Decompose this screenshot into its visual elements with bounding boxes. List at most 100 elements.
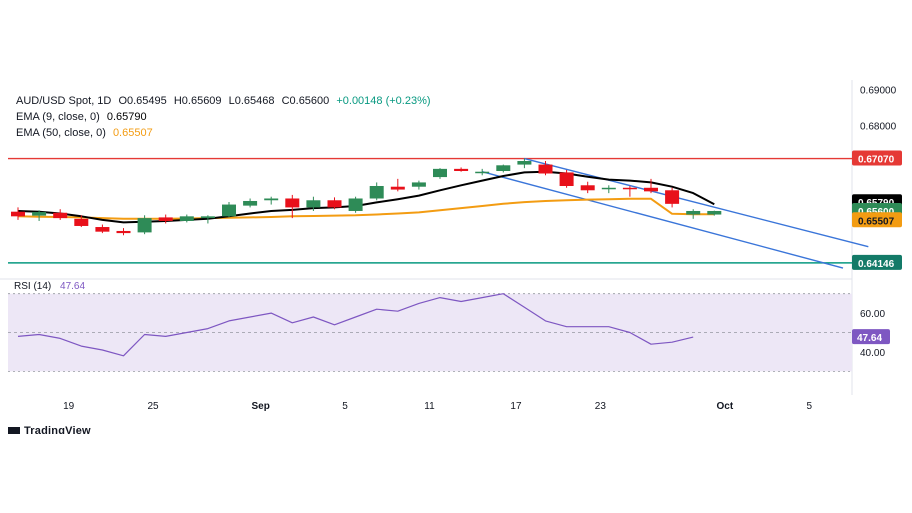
candle: [95, 224, 110, 234]
ohlc-low: L0.65468: [228, 95, 275, 107]
candle-body: [116, 230, 131, 234]
candle-body: [200, 216, 215, 219]
candle: [32, 210, 47, 221]
candle-body: [665, 190, 680, 204]
rsi-pane: [8, 293, 852, 372]
candle-body: [517, 161, 532, 165]
candle-body: [433, 168, 447, 178]
resistance-label-text: 0.67070: [858, 155, 895, 166]
time-tick-label: 11: [424, 401, 435, 412]
support-label-text: 0.64146: [858, 259, 895, 270]
price-axis[interactable]: 0.690000.680000.670700.657900.656000.655…: [852, 86, 902, 359]
candle: [11, 207, 25, 220]
candle: [116, 228, 131, 236]
candle: [53, 209, 68, 220]
ema9-path: [17, 170, 715, 224]
ema50-label-text: 0.65507: [858, 216, 895, 227]
candle: [707, 210, 722, 216]
candles[interactable]: [11, 158, 722, 236]
price-change: +0.00148 (+0.23%): [336, 95, 431, 107]
time-tick-label: 5: [806, 401, 812, 412]
ema9-line: [17, 170, 715, 224]
candle-body: [327, 200, 342, 208]
candle: [200, 215, 215, 224]
candle-body: [179, 216, 194, 221]
candle: [559, 169, 574, 188]
time-tick-label: 23: [595, 401, 607, 412]
rsi-label-text: 47.64: [857, 333, 882, 344]
candle-body: [454, 168, 469, 172]
ema50-line: [17, 197, 715, 220]
rsi-value: 47.64: [60, 281, 86, 292]
time-tick-label: 17: [510, 401, 522, 412]
ema50-label-bg: [852, 212, 902, 228]
candle-body: [243, 200, 258, 206]
candle: [433, 168, 447, 179]
candle-body: [644, 187, 658, 192]
candle: [580, 181, 595, 194]
candle-body: [475, 171, 490, 174]
rsi-value-label: 47.64: [852, 329, 890, 345]
candle-body: [95, 227, 110, 232]
candle: [327, 197, 342, 210]
time-tick-label: 25: [147, 401, 159, 412]
candle-body: [32, 212, 47, 216]
price-tick-label: 0.68000: [860, 121, 897, 132]
candle-body: [222, 204, 236, 217]
candle: [411, 180, 426, 190]
rsi-line: [17, 293, 694, 357]
time-axis[interactable]: 19 25 Sep 5 11 17 23 Oct 5: [63, 401, 812, 412]
candle: [686, 209, 701, 219]
ema50-label: EMA (50, close, 0): [16, 127, 106, 139]
candle-body: [137, 218, 152, 233]
candle-body: [559, 172, 574, 186]
ema9-label: EMA (9, close, 0): [16, 111, 100, 123]
candle-body: [369, 185, 384, 199]
candle-body: [390, 186, 405, 190]
channel-lower-line: [482, 171, 844, 269]
horizontal-levels: [8, 157, 852, 264]
rsi-label: RSI (14): [14, 281, 52, 292]
brand-text: TradingView: [24, 425, 91, 434]
tradingview-logo[interactable]: TradingView: [8, 425, 91, 434]
price-tick-label: 0.69000: [860, 86, 897, 97]
candle: [644, 178, 658, 194]
candle-body: [11, 211, 25, 217]
candle-body: [53, 212, 68, 219]
descending-channel[interactable]: [482, 157, 869, 269]
ema50-path: [17, 197, 715, 220]
candle: [390, 178, 405, 192]
candle-body: [348, 198, 363, 211]
rsi-tick-label: 60.00: [860, 309, 885, 320]
candle: [306, 196, 321, 211]
candle: [454, 167, 469, 172]
ema50-value: 0.65507: [112, 127, 153, 139]
symbol-title: AUD/USD Spot, 1D: [16, 95, 112, 107]
candle-body: [686, 210, 701, 215]
candle-body: [707, 210, 722, 215]
candle-body: [74, 218, 89, 226]
candle-body: [622, 187, 637, 190]
ohlc-open: O0.65495: [118, 95, 167, 107]
ohlc-close: C0.65600: [281, 95, 330, 107]
ohlc-high: H0.65609: [173, 95, 222, 107]
candle: [285, 194, 300, 219]
ema9-value: 0.65790: [106, 111, 147, 123]
candle-body: [285, 198, 300, 208]
support-label-bg: [852, 254, 902, 270]
candle: [158, 214, 173, 224]
rsi-label-bg: [852, 329, 890, 345]
candle-body: [306, 200, 321, 208]
candle: [665, 187, 680, 208]
candle: [74, 215, 89, 228]
candle: [222, 202, 236, 218]
resistance-label-bg: [852, 150, 902, 166]
time-tick-label: 5: [342, 401, 348, 412]
candle: [179, 214, 194, 223]
candle-body: [411, 182, 426, 187]
support-price-label: 0.64146: [852, 254, 902, 270]
candle-body: [538, 164, 553, 174]
candle-body: [158, 217, 173, 221]
candle: [538, 161, 553, 176]
